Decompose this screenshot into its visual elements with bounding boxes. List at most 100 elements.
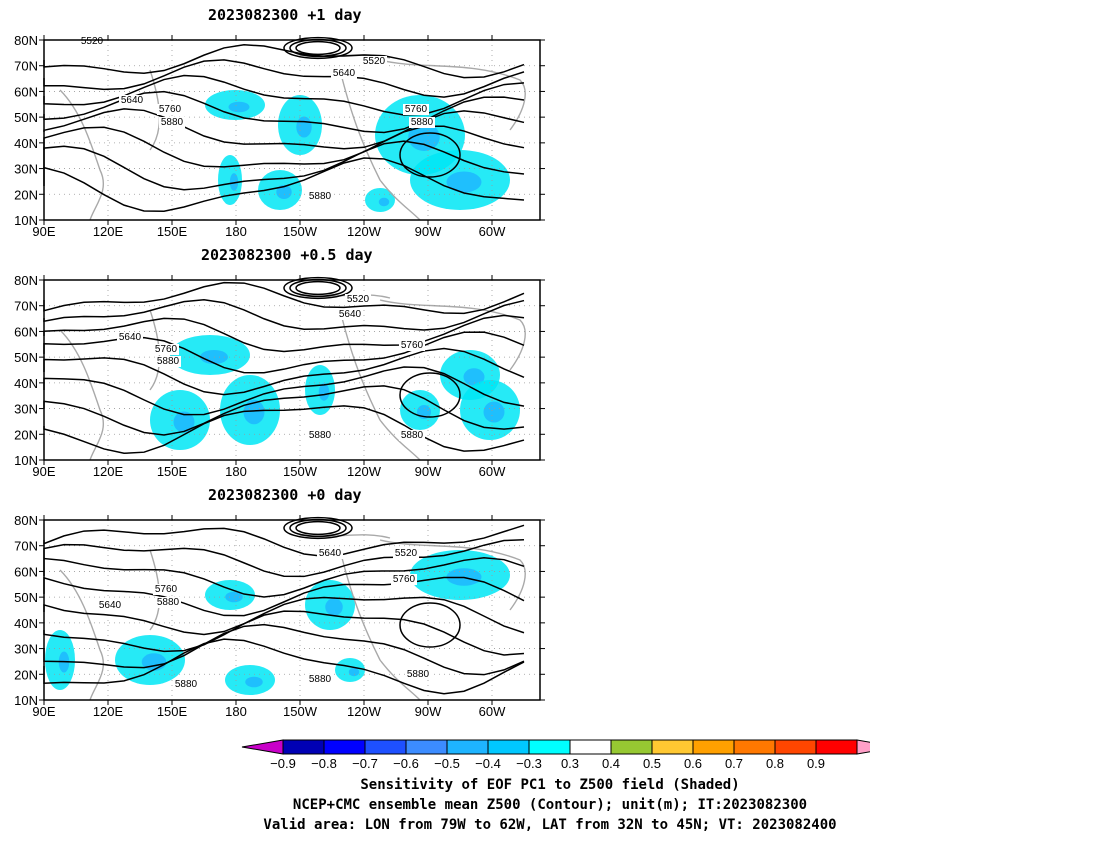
contour-label: 5640	[333, 68, 356, 79]
z500-contour-closed	[295, 40, 341, 56]
lat-tick-label: 80N	[14, 513, 38, 528]
lon-tick-label: 120E	[93, 224, 124, 239]
map-frame	[43, 39, 541, 221]
colorbar-segment	[487, 739, 530, 755]
lat-tick-label: 20N	[14, 427, 38, 442]
contour-label: 5520	[363, 56, 386, 67]
coastline	[339, 309, 421, 461]
z500-contour	[43, 539, 525, 578]
coastline	[59, 329, 105, 461]
contour-label: 5760	[155, 584, 178, 595]
map-frame	[43, 519, 541, 701]
sensitivity-shading-strong	[276, 185, 292, 199]
panel-2-title: 2023082300 +0.5 day	[201, 246, 373, 264]
lat-tick-label: 80N	[14, 273, 38, 288]
contour-label-bg	[153, 584, 179, 595]
colorbar-tick-label: 0.5	[643, 756, 661, 771]
z500-contour	[43, 125, 525, 168]
z500-contour	[43, 596, 525, 636]
sensitivity-shading-strong	[318, 383, 330, 401]
lon-tick-label: 120W	[347, 704, 382, 719]
contour-label-bg	[157, 104, 183, 115]
lon-tick-label: 120W	[347, 224, 382, 239]
contour-label: 5880	[309, 674, 332, 685]
contour-label: 5520	[395, 548, 418, 559]
contour-label-bg	[405, 669, 431, 680]
z500-contour	[43, 623, 525, 676]
lat-tick-label: 10N	[14, 213, 38, 228]
panel-3-title: 2023082300 +0 day	[208, 486, 362, 504]
lat-tick-label: 50N	[14, 110, 38, 125]
lon-tick-label: 150E	[157, 464, 188, 479]
map-panel-2: 5520 5640 5640 5760 5760 5880 5880 5880 80N 70N 60…	[0, 270, 560, 489]
colorbar-segment	[856, 739, 899, 755]
sensitivity-shading-strong	[378, 197, 390, 207]
sensitivity-shading-strong	[228, 101, 250, 113]
contour-label-bg	[97, 600, 123, 611]
contour-label: 5760	[155, 344, 178, 355]
colorbar-segment	[405, 739, 448, 755]
map-panel-3: 5640 5520 5640 5760 5760 5880 5880 5880 5880 80N 7…	[0, 510, 560, 729]
colorbar-segment	[528, 739, 571, 755]
contour-label: 5880	[309, 191, 332, 202]
colorbar: −0.9 −0.8 −0.7 −0.6 −0.5 −0.4 −0.3 0.3 0.4 0.5 0.6…	[240, 737, 899, 777]
contour-label-bg	[117, 332, 143, 343]
z500-contour	[43, 405, 525, 455]
z500-contour-closed	[399, 602, 461, 648]
sensitivity-shading-strong	[229, 173, 239, 191]
z500-contour	[43, 638, 525, 695]
contour-label-bg	[361, 56, 387, 67]
lon-tick-label: 60W	[479, 464, 506, 479]
lat-tick-label: 10N	[14, 453, 38, 468]
colorbar-tick-label: 0.7	[725, 756, 743, 771]
lat-tick-label: 30N	[14, 642, 38, 657]
lat-tick-label: 70N	[14, 59, 38, 74]
colorbar-segment	[815, 739, 858, 755]
caption-line-1: Sensitivity of EOF PC1 to Z500 field (Sh…	[360, 777, 740, 793]
sensitivity-shading-strong	[408, 123, 440, 151]
z500-contour	[43, 298, 525, 331]
z500-contour	[43, 43, 525, 79]
lat-tick-label: 20N	[14, 667, 38, 682]
colorbar-svg: −0.9 −0.8 −0.7 −0.6 −0.5 −0.4 −0.3 0.3 0.4 0.5 0.6…	[241, 739, 899, 771]
z500-contour-closed	[399, 372, 461, 418]
sensitivity-shading-strong	[325, 598, 343, 616]
lon-tick-label: 180	[225, 704, 247, 719]
contour-label: 5880	[411, 117, 434, 128]
z500-contour	[43, 140, 525, 191]
lon-tick-label: 60W	[479, 704, 506, 719]
contour-label-bg	[173, 679, 199, 690]
colorbar-segment	[774, 739, 817, 755]
contour-label-bg	[399, 430, 425, 441]
lon-tick-label: 120E	[93, 704, 124, 719]
caption-line-2: NCEP+CMC ensemble mean Z500 (Contour); u…	[292, 797, 808, 813]
z500-contour	[43, 524, 525, 558]
contour-label: 5520	[81, 36, 104, 47]
map-content: 5520 5520 5640 5640 5760 5760 5880 5880 5880	[43, 36, 540, 221]
sensitivity-shading-strong	[243, 399, 265, 425]
colorbar-tick-label: 0.4	[602, 756, 620, 771]
contour-label: 5880	[157, 597, 180, 608]
contour-label: 5760	[393, 574, 416, 585]
colorbar-tick-label: 0.8	[766, 756, 784, 771]
contour-label-bg	[307, 191, 333, 202]
map-panel-1: 5520 5520 5640 5640 5760 5760 5880 5880 5880 80N 7…	[0, 30, 560, 249]
coastline	[59, 569, 105, 701]
contour-label-bg	[391, 574, 417, 585]
lon-tick-label: 150W	[283, 704, 318, 719]
colorbar-tick-label: −0.7	[352, 756, 378, 771]
contour-label-bg	[307, 430, 333, 441]
z500-contour	[43, 59, 525, 98]
contour-label: 5640	[119, 332, 142, 343]
lat-tick-label: 50N	[14, 350, 38, 365]
contour-label: 5640	[339, 309, 362, 320]
colorbar-tick-label: −0.4	[475, 756, 501, 771]
contour-label: 5760	[405, 104, 428, 115]
contour-label-bg	[331, 68, 357, 79]
map-panel-1-svg: 5520 5520 5640 5640 5760 5760 5880 5880 5880 80N 7…	[14, 33, 545, 239]
lat-tick-label: 10N	[14, 693, 38, 708]
lon-tick-label: 150W	[283, 464, 318, 479]
contour-label-bg	[409, 117, 435, 128]
colorbar-tick-label: 0.9	[807, 756, 825, 771]
